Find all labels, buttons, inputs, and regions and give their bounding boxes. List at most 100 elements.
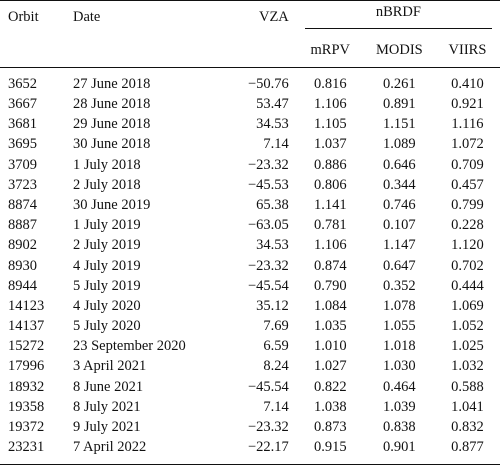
header-modis: MODIS <box>375 41 423 58</box>
cell-orbit: 14123 <box>8 297 45 314</box>
cell-vza: 34.53 <box>256 116 289 133</box>
table-row: 3709 1 July 2018 −23.32 0.886 0.646 0.709 <box>0 155 500 175</box>
cell-modis: 1.147 <box>383 237 416 254</box>
cell-viirs: 1.041 <box>451 398 484 415</box>
cell-viirs: 1.032 <box>451 358 484 375</box>
cell-viirs: 0.921 <box>451 96 484 113</box>
header-vza-spacer <box>202 33 296 68</box>
cell-mrpv: 0.781 <box>313 217 347 234</box>
cell-orbit: 3652 <box>8 75 37 92</box>
table-row: 8902 2 July 2019 34.53 1.106 1.147 1.120 <box>0 236 500 256</box>
header-row-sub: mRPV MODIS VIIRS <box>0 33 500 68</box>
cell-date: 8 June 2021 <box>72 378 144 395</box>
cell-mrpv: 0.873 <box>313 419 347 436</box>
cell-modis: 0.838 <box>383 419 416 436</box>
cell-modis: 0.261 <box>383 75 416 92</box>
cell-date: 28 June 2018 <box>72 96 151 113</box>
cell-orbit: 3667 <box>8 96 37 113</box>
cell-modis: 1.018 <box>383 338 416 355</box>
cell-date: 3 April 2021 <box>72 358 147 375</box>
cell-date: 30 June 2018 <box>72 136 151 153</box>
cell-modis: 0.352 <box>383 277 416 294</box>
header-row-top: Orbit Date VZA nBRDF <box>0 0 500 34</box>
cell-orbit: 8874 <box>8 196 37 213</box>
cell-vza: −50.76 <box>247 75 289 92</box>
cell-viirs: 0.457 <box>451 176 484 193</box>
cell-mrpv: 1.010 <box>313 338 347 355</box>
cell-viirs: 0.444 <box>451 277 484 294</box>
cell-orbit: 14137 <box>8 318 45 335</box>
cell-date: 30 June 2019 <box>72 196 151 213</box>
cell-orbit: 8887 <box>8 217 37 234</box>
cell-vza: −23.32 <box>247 156 289 173</box>
cell-date: 5 July 2019 <box>72 277 141 294</box>
table-row: 18932 8 June 2021 −45.54 0.822 0.464 0.588 <box>0 377 500 397</box>
cell-modis: 0.344 <box>383 176 416 193</box>
cell-vza: 53.47 <box>256 96 289 113</box>
header-orbit: Orbit <box>8 8 39 25</box>
table-row: 15272 23 September 2020 6.59 1.010 1.018 1.02… <box>0 336 500 356</box>
table-header: Orbit Date VZA nBRDF mRPV MODIS VIIRS <box>0 0 500 68</box>
cell-mrpv: 0.806 <box>313 176 347 193</box>
cell-mrpv: 0.790 <box>313 277 347 294</box>
cell-date: 1 July 2018 <box>72 156 141 173</box>
cell-modis: 1.089 <box>383 136 416 153</box>
cell-date: 7 April 2022 <box>72 439 147 456</box>
cell-viirs: 1.052 <box>451 318 484 335</box>
cell-mrpv: 1.106 <box>313 96 347 113</box>
cell-date: 4 July 2020 <box>72 297 141 314</box>
cell-viirs: 1.025 <box>451 338 484 355</box>
cell-modis: 1.078 <box>383 297 416 314</box>
cell-modis: 1.151 <box>383 116 416 133</box>
cell-date: 2 July 2018 <box>72 176 141 193</box>
cell-date: 27 June 2018 <box>72 75 151 92</box>
cell-orbit: 8944 <box>8 277 37 294</box>
table-row: 8874 30 June 2019 65.38 1.141 0.746 0.799 <box>0 195 500 215</box>
header-orbit-spacer <box>0 33 73 68</box>
cell-mrpv: 0.886 <box>313 156 347 173</box>
cell-vza: 7.14 <box>263 136 289 153</box>
cell-orbit: 8930 <box>8 257 37 274</box>
cell-modis: 0.646 <box>383 156 416 173</box>
header-date-spacer <box>73 33 202 68</box>
cell-orbit: 19372 <box>8 419 45 436</box>
cell-vza: 65.38 <box>256 196 289 213</box>
cell-viirs: 1.120 <box>451 237 484 254</box>
cell-date: 4 July 2019 <box>72 257 141 274</box>
table-row: 17996 3 April 2021 8.24 1.027 1.030 1.032 <box>0 357 500 377</box>
cell-orbit: 8902 <box>8 237 37 254</box>
cell-viirs: 0.799 <box>451 196 484 213</box>
table-row: 8944 5 July 2019 −45.54 0.790 0.352 0.444 <box>0 276 500 296</box>
cell-vza: −45.53 <box>247 176 289 193</box>
cell-mrpv: 1.105 <box>313 116 347 133</box>
table-row: 19372 9 July 2021 −23.32 0.873 0.838 0.832 <box>0 417 500 437</box>
cell-mrpv: 1.035 <box>313 318 347 335</box>
table-row: 23231 7 April 2022 −22.17 0.915 0.901 0.877 <box>0 437 500 464</box>
cell-mrpv: 1.084 <box>313 297 347 314</box>
cell-viirs: 0.588 <box>451 378 484 395</box>
cell-vza: −23.32 <box>247 419 289 436</box>
cell-orbit: 3695 <box>8 136 37 153</box>
cell-vza: 34.53 <box>256 237 289 254</box>
cell-vza: 7.69 <box>263 318 289 335</box>
cell-modis: 0.746 <box>383 196 416 213</box>
cell-orbit: 3681 <box>8 116 37 133</box>
header-date: Date <box>72 8 101 25</box>
header-nbrdf-group: nBRDF <box>297 1 500 34</box>
cell-mrpv: 0.816 <box>313 75 347 92</box>
cell-orbit: 3709 <box>8 156 37 173</box>
table-row: 3667 28 June 2018 53.47 1.106 0.891 0.921 <box>0 94 500 114</box>
cell-date: 8 July 2021 <box>72 398 141 415</box>
cell-mrpv: 1.106 <box>313 237 347 254</box>
header-nbrdf-label: nBRDF <box>304 5 492 30</box>
cell-modis: 1.039 <box>383 398 416 415</box>
cell-viirs: 1.072 <box>451 136 484 153</box>
cell-modis: 1.030 <box>383 358 416 375</box>
cell-viirs: 0.832 <box>451 419 484 436</box>
cell-orbit: 17996 <box>8 358 45 375</box>
table-row: 3652 27 June 2018 −50.76 0.816 0.261 0.410 <box>0 68 500 95</box>
cell-viirs: 0.709 <box>451 156 484 173</box>
table-row: 3681 29 June 2018 34.53 1.105 1.151 1.116 <box>0 114 500 134</box>
cell-modis: 0.891 <box>383 96 416 113</box>
